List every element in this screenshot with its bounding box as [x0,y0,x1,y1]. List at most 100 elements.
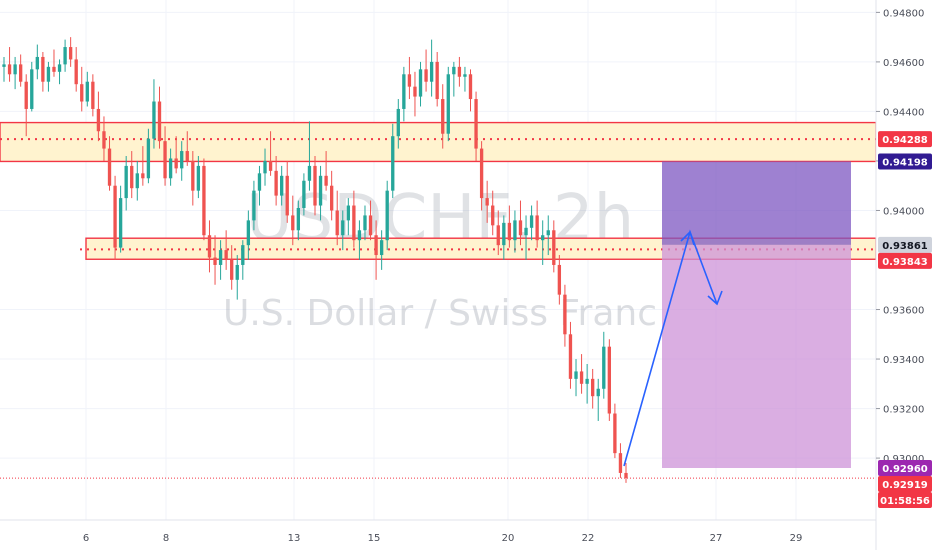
candle-body [424,69,428,82]
candle-body [268,160,273,171]
candle-body [30,69,34,109]
candle-body [613,413,617,454]
candle-body [513,220,517,241]
candle-body [124,165,128,199]
candle-body [507,222,512,241]
candle-body [335,210,339,236]
description-watermark: U.S. Dollar / Swiss Franc [223,293,657,334]
candle-body [180,151,184,169]
candle-body [563,294,567,335]
candle-body [379,240,384,256]
candle-body [185,151,189,161]
candle-body [313,165,317,206]
candle-body [213,257,217,265]
candle-body [174,158,178,169]
candle-body [413,86,417,97]
candle-body [235,264,239,280]
candle-body [230,260,234,280]
candle-body [13,64,17,75]
candle-body [385,190,389,241]
candle-body [307,165,312,181]
candle-body [624,472,628,478]
candle-body [546,230,550,236]
candle-body [218,250,223,265]
time-tick-label: 22 [582,533,595,544]
candle-body [491,205,495,226]
candle-body [518,220,523,236]
price-label: 0.94198 [882,157,928,168]
candle-body [557,264,562,295]
candle-body [168,158,173,179]
candle-body [285,175,289,216]
candle-body [474,99,478,149]
candle-body [257,173,262,191]
candle-body [296,208,301,231]
target-area[interactable] [662,244,851,468]
candle-body [63,47,67,65]
candle-body [152,101,156,139]
candle-body [207,235,212,258]
candle-body [35,56,39,70]
candle-body [113,185,117,248]
candle-body [568,334,573,379]
price-label: 0.92919 [882,480,928,491]
time-tick-label: 27 [710,533,723,544]
candle-body [280,175,284,196]
candle-body [552,230,556,265]
stop-area[interactable] [662,161,851,245]
price-label: 0.92960 [882,464,928,475]
candle-body [74,59,78,85]
candle-body [574,371,578,379]
arrow-head-up [680,230,695,246]
price-label-bg [878,153,932,170]
price-label-bg [878,131,932,148]
candle-body [407,74,412,87]
candle-body [596,388,600,397]
candle-body [391,136,395,191]
candle-body [163,141,167,179]
candle-body [529,215,534,228]
resistance-zone[interactable] [0,121,877,163]
price-label-bg [878,460,932,476]
candle-body [85,81,89,102]
candle-body [468,74,473,100]
candle-body [274,170,278,196]
price-label: 01:58:56 [880,496,930,507]
candle-body [479,148,484,199]
price-axis-bg [876,0,932,550]
candle-body [224,250,228,260]
arrow-head-down [707,290,723,306]
candle-body [457,66,462,77]
price-tick-label: 0.94800 [883,8,924,19]
time-tick-label: 29 [790,533,803,544]
price-label-bg [878,492,932,508]
candle-body [191,160,195,191]
drawings[interactable] [623,229,723,467]
candle-body [146,138,151,179]
candle-body [402,74,406,109]
candle-body [357,230,362,241]
candle-body [57,64,62,72]
candle-body [107,148,112,186]
candle-body [291,215,295,231]
candle-body [446,74,450,134]
candle-body [607,346,612,414]
position-tool[interactable] [662,161,851,468]
candle-body [352,205,356,241]
candle-body [196,165,201,191]
candle-body [68,47,73,60]
candle-body [585,378,589,384]
candle-body [418,69,423,97]
candle-body [618,453,623,473]
candle-body [441,99,445,134]
candle-body [541,235,545,241]
price-label-bg [878,252,932,269]
candle-body [102,131,106,149]
candle-body [318,175,323,206]
price-tick-label: 0.93200 [883,405,924,416]
candle-body [374,235,378,256]
candle-body [396,108,400,137]
